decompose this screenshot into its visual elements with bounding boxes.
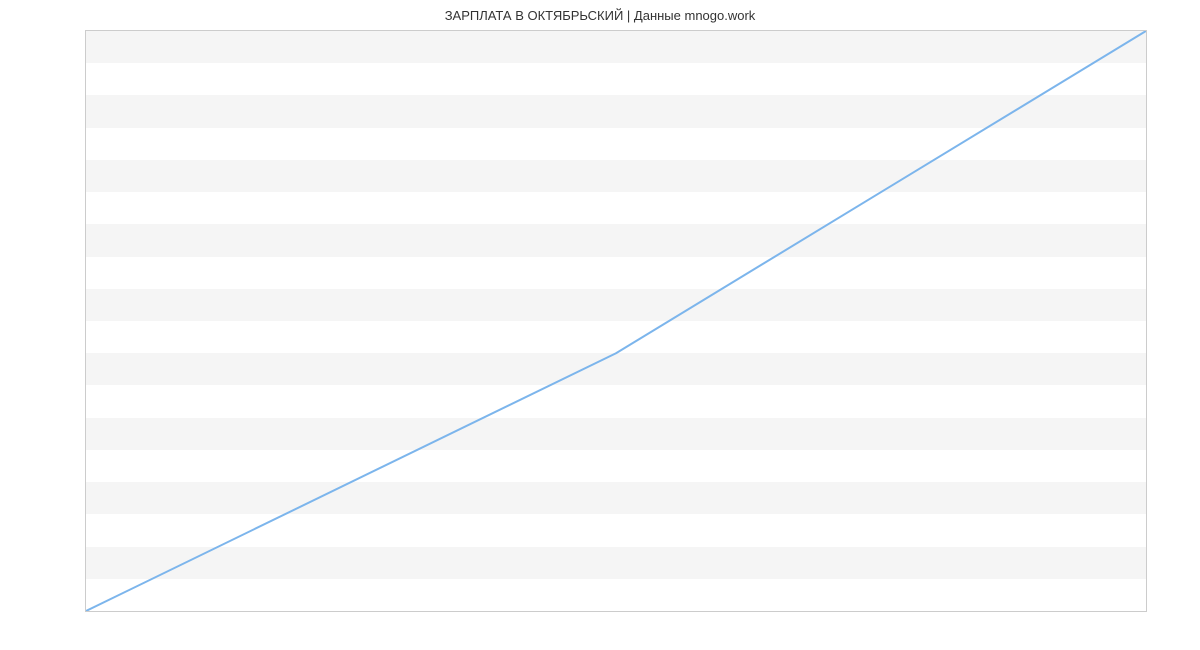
grid-band: [86, 418, 1146, 450]
chart-title: ЗАРПЛАТА В ОКТЯБРЬСКИЙ | Данные mnogo.wo…: [0, 8, 1200, 23]
grid-band: [86, 289, 1146, 321]
plot-area: 2600026500270002750028000285002900029500…: [85, 30, 1147, 612]
grid-band: [86, 160, 1146, 192]
grid-band: [86, 95, 1146, 127]
grid-band: [86, 353, 1146, 385]
grid-band: [86, 547, 1146, 579]
grid-band: [86, 31, 1146, 63]
grid-band: [86, 482, 1146, 514]
grid-band: [86, 224, 1146, 256]
chart-container: ЗАРПЛАТА В ОКТЯБРЬСКИЙ | Данные mnogo.wo…: [0, 0, 1200, 650]
